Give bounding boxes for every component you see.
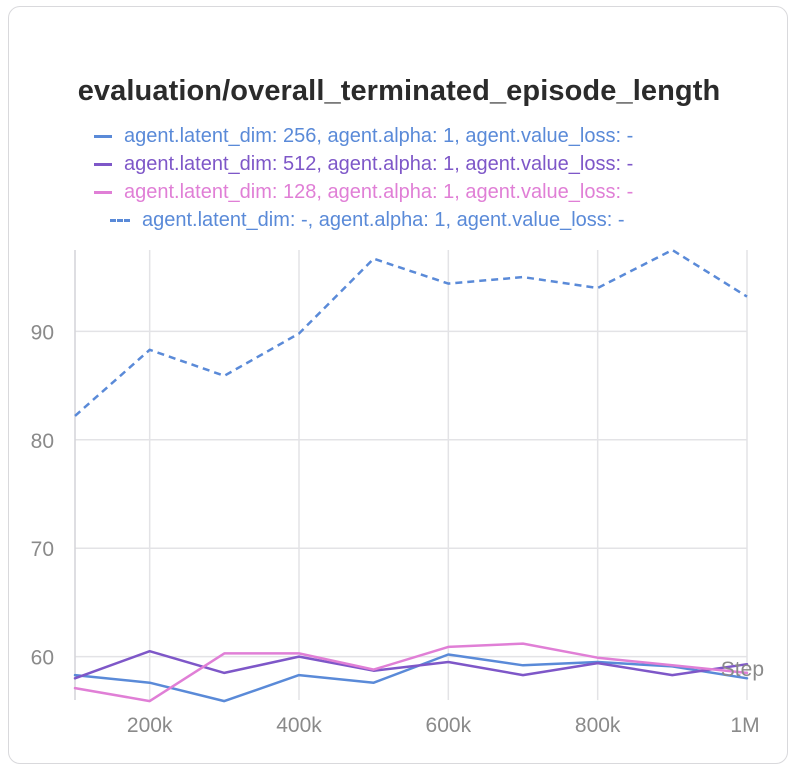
chart-panel: [8, 6, 788, 764]
legend-label: agent.latent_dim: 512, agent.alpha: 1, a…: [124, 152, 634, 175]
legend-item-latent-256[interactable]: agent.latent_dim: 256, agent.alpha: 1, a…: [94, 122, 633, 150]
series-line-3[interactable]: [73, 642, 749, 703]
x-tick-label: 600k: [426, 714, 472, 737]
x-axis-ticks: 200k 400k 600k 800k 1M: [127, 714, 760, 737]
y-axis-ticks: 60 70 80 90: [31, 321, 54, 669]
series-line-4[interactable]: [74, 248, 748, 417]
series-lines: [73, 248, 749, 703]
y-tick-label: 80: [31, 430, 54, 453]
chart-title: evaluation/overall_terminated_episode_le…: [77, 75, 721, 107]
x-tick-label: 800k: [575, 714, 621, 737]
x-tick-label: 400k: [276, 714, 322, 737]
legend-item-latent-none[interactable]: agent.latent_dim: -, agent.alpha: 1, age…: [110, 206, 625, 234]
grid-lines: [75, 250, 748, 700]
legend-label: agent.latent_dim: -, agent.alpha: 1, age…: [142, 208, 625, 231]
legend-swatch: [94, 134, 112, 138]
x-tick-label: 1M: [730, 714, 759, 737]
legend-item-latent-128[interactable]: agent.latent_dim: 128, agent.alpha: 1, a…: [94, 178, 633, 206]
series-line-2[interactable]: [73, 649, 749, 680]
x-tick-label: 200k: [127, 714, 173, 737]
legend-swatch: [94, 190, 112, 194]
x-axis-label: Step: [721, 658, 764, 681]
legend-swatch: [94, 162, 112, 166]
y-tick-label: 90: [31, 321, 54, 344]
y-tick-label: 60: [31, 647, 54, 670]
legend-item-latent-512[interactable]: agent.latent_dim: 512, agent.alpha: 1, a…: [94, 150, 633, 178]
legend-label: agent.latent_dim: 128, agent.alpha: 1, a…: [124, 180, 634, 203]
legend-label: agent.latent_dim: 256, agent.alpha: 1, a…: [124, 124, 634, 147]
y-tick-label: 70: [31, 538, 54, 561]
series-line-1[interactable]: [73, 653, 749, 703]
legend-swatch: [110, 218, 130, 222]
